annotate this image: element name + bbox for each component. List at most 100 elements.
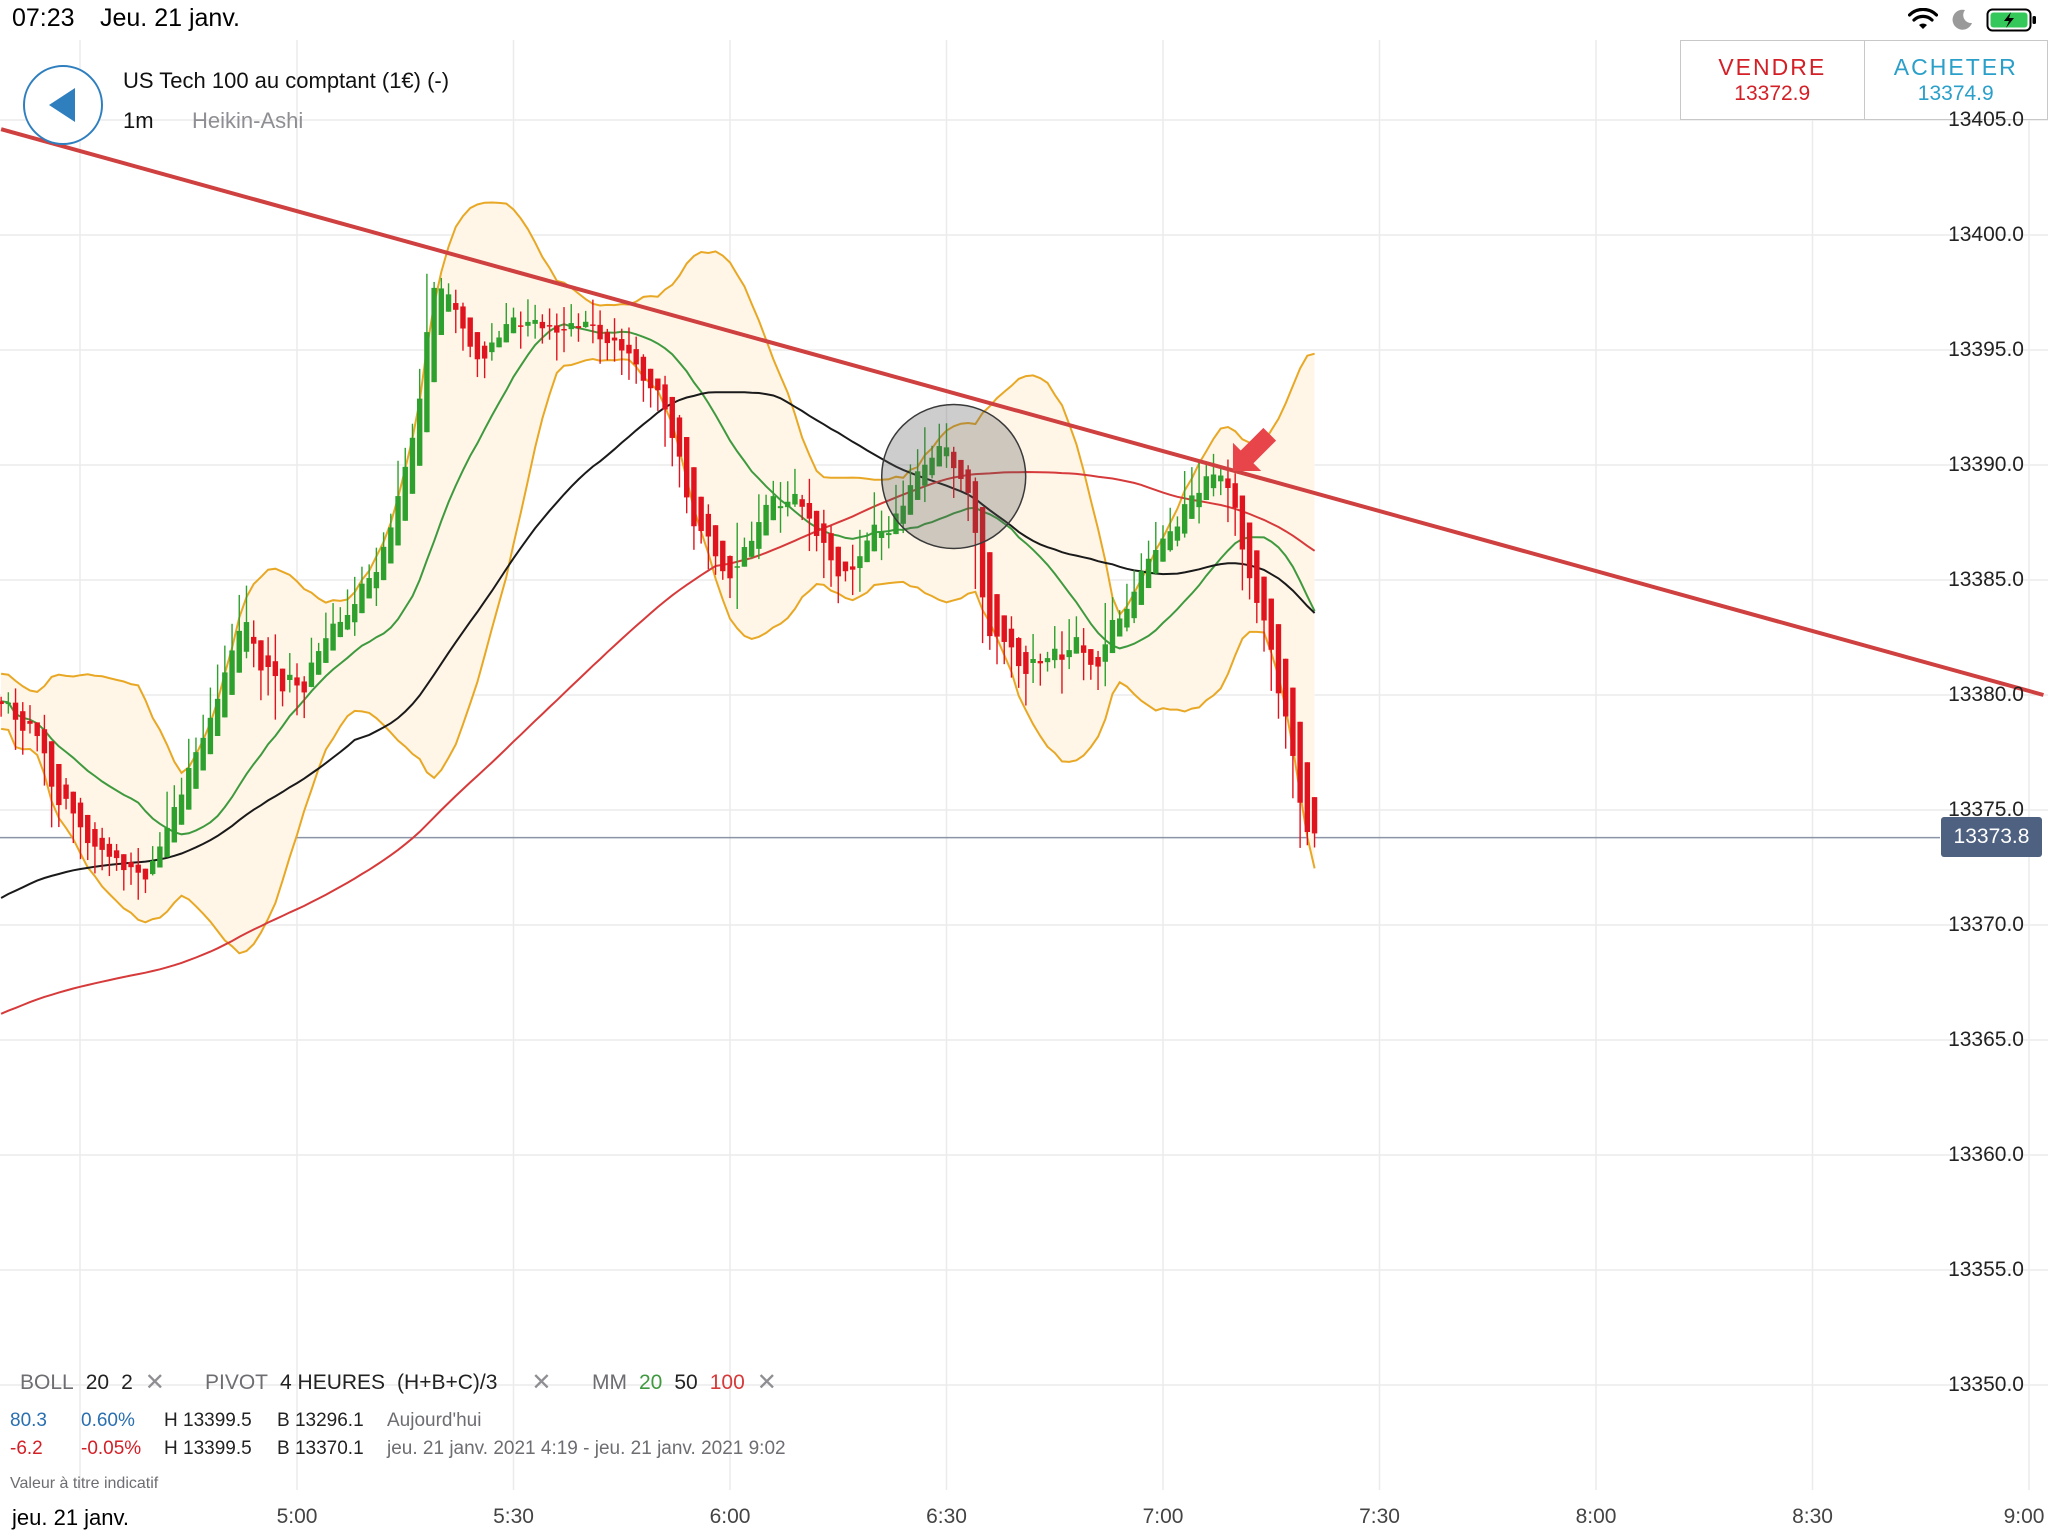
candle-body	[323, 638, 329, 663]
back-button[interactable]	[23, 65, 103, 145]
arrow-shape	[1232, 427, 1277, 471]
candle-body	[416, 398, 423, 466]
candle-body	[972, 481, 979, 533]
pivot-period: 4 HEURES	[280, 1370, 386, 1394]
timeframe-selector[interactable]: 1m	[123, 108, 154, 133]
chart-type-selector[interactable]: Heikin-Ashi	[192, 108, 304, 133]
candle-body	[1246, 522, 1253, 579]
change-value: -6.2	[10, 1438, 43, 1459]
date-label: jeu. 21 janv.	[12, 1505, 130, 1530]
status-date: Jeu. 21 janv.	[100, 4, 240, 32]
candle-body	[106, 843, 113, 857]
candle-body	[1145, 558, 1152, 589]
change-percent: 0.60%	[81, 1410, 135, 1431]
time-tick-label: 6:00	[709, 1505, 751, 1528]
legend-pivot[interactable]: PIVOT 4 HEURES (H+B+C)/3 ✕	[205, 1368, 552, 1397]
candle-body	[1167, 531, 1173, 551]
candle-body	[99, 837, 105, 850]
candle-body	[20, 711, 26, 731]
candle-body	[438, 288, 445, 336]
candle-body	[1282, 658, 1289, 717]
candle-body	[525, 321, 531, 326]
candle-body	[1117, 618, 1123, 637]
remove-mm-icon[interactable]: ✕	[756, 1369, 777, 1396]
candle-body	[1239, 495, 1246, 550]
bollinger-fill	[1, 202, 1315, 954]
candle-body	[828, 533, 834, 561]
candle-body	[893, 513, 899, 535]
candle-body	[308, 662, 315, 687]
candle-body	[951, 451, 957, 469]
price-tick-label: 13375.0	[1948, 798, 2024, 821]
candle-body	[402, 466, 408, 521]
buy-button[interactable]: ACHETER 13374.9	[1863, 41, 2048, 119]
candle-body	[1015, 638, 1022, 667]
price-tick-label: 13395.0	[1948, 338, 2024, 361]
candle-body	[821, 523, 827, 543]
candlesticks	[0, 273, 1318, 900]
time-tick-label: 5:30	[493, 1505, 534, 1528]
pivot-name: PIVOT	[205, 1370, 269, 1394]
chart-annotations	[0, 127, 2044, 697]
trade-box: VENDRE 13372.9 ACHETER 13374.9	[1680, 40, 2048, 120]
remove-pivot-icon[interactable]: ✕	[531, 1369, 552, 1396]
candle-body	[1073, 637, 1080, 654]
boll-period: 20	[85, 1370, 110, 1394]
change-percent: -0.05%	[81, 1438, 142, 1459]
candle-body	[633, 349, 639, 365]
candle-body	[1210, 474, 1217, 489]
candle-body	[756, 522, 762, 549]
candle-body	[474, 332, 481, 360]
candle-body	[128, 862, 134, 868]
candle-body	[1102, 644, 1108, 662]
candle-body	[698, 496, 704, 532]
highlight-circle[interactable]	[880, 403, 1027, 550]
candle-body	[193, 752, 199, 789]
remove-boll-icon[interactable]: ✕	[144, 1369, 165, 1396]
candle-body	[1275, 624, 1282, 694]
trendline[interactable]	[0, 127, 2044, 697]
candle-body	[279, 668, 286, 692]
candle-body	[763, 504, 769, 536]
candle-body	[70, 791, 76, 814]
price-tick-label: 13390.0	[1948, 453, 2024, 476]
candle-body	[366, 578, 372, 599]
candle-body	[56, 763, 62, 806]
candle-body	[337, 621, 343, 638]
candle-body	[453, 303, 459, 310]
candle-body	[1268, 598, 1274, 650]
candle-body	[741, 547, 748, 567]
candle-body	[359, 583, 365, 614]
bollinger-upper	[0, 201, 1315, 775]
candle-body	[258, 640, 264, 671]
legend-boll[interactable]: BOLL 20 2 ✕	[20, 1368, 165, 1397]
price-tick-label: 13365.0	[1948, 1028, 2024, 1051]
candle-body	[431, 287, 437, 383]
stats-row-range: -6.2 -0.05% H 13399.5 B 13370.1 jeu. 21 …	[0, 1438, 900, 1462]
buy-price: 13374.9	[1917, 82, 1994, 105]
candle-body	[1008, 628, 1015, 648]
candle-body	[655, 378, 661, 391]
instrument-title[interactable]: US Tech 100 au comptant (1€) (-)	[123, 68, 450, 93]
candle-body	[503, 324, 509, 343]
candle-body	[149, 860, 156, 875]
candle-body	[1037, 660, 1044, 664]
candle-body	[243, 622, 250, 652]
candle-body	[647, 368, 654, 389]
sell-button[interactable]: VENDRE 13372.9	[1681, 41, 1864, 119]
candle-body	[63, 784, 69, 799]
candle-body	[77, 802, 84, 828]
arrow-icon[interactable]	[1219, 420, 1284, 485]
candle-body	[1290, 687, 1296, 756]
wifi-icon	[1908, 8, 1938, 29]
candle-body	[301, 681, 307, 693]
candle-body	[344, 614, 351, 630]
candle-body	[489, 342, 495, 353]
candle-body	[611, 337, 618, 341]
time-tick-label: 5:00	[276, 1505, 318, 1528]
candle-body	[1254, 550, 1260, 603]
price-tick-label: 13380.0	[1948, 683, 2024, 706]
candle-body	[864, 540, 870, 563]
legend-mm[interactable]: MM 20 50 100 ✕	[592, 1368, 777, 1397]
